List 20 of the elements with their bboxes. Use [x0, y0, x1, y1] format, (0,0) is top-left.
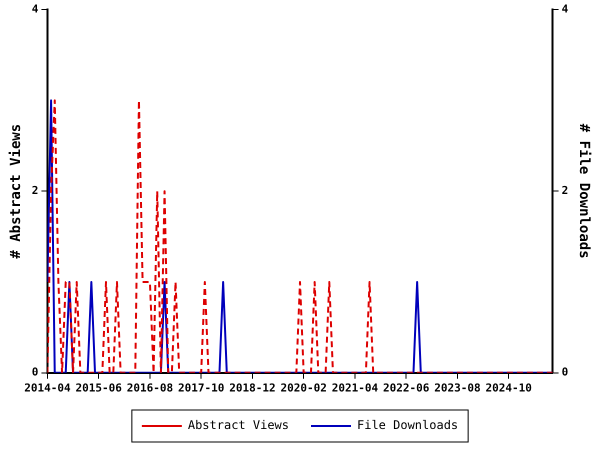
x-tick-label: 2015-06 [75, 381, 122, 394]
x-tick-label: 2021-04 [332, 381, 378, 394]
y-axis-title: # Abstract Views [8, 124, 24, 259]
y-tick-label: 4 [32, 2, 39, 16]
y2-tick-label: 0 [562, 366, 568, 379]
legend-label: File Downloads [357, 418, 458, 432]
x-tick-label: 2020-02 [280, 381, 327, 394]
y2-tick-label: 4 [562, 2, 569, 16]
x-tick-label: 2018-12 [229, 381, 276, 394]
x-tick-label: 2023-08 [434, 381, 481, 394]
y2-tick-label: 2 [562, 184, 568, 198]
x-tick-label: 2022-06 [382, 381, 430, 394]
y-tick-label: 2 [32, 184, 38, 198]
x-tick-label: 2017-10 [178, 381, 224, 394]
legend-label: Abstract Views [188, 418, 290, 432]
x-tick-label: 2016-08 [126, 381, 174, 394]
y-tick-label: 0 [32, 366, 38, 379]
x-tick-label: 2024-10 [485, 381, 532, 394]
y2-axis-title: # File Downloads [576, 124, 592, 259]
x-tick-label: 2014-04 [24, 381, 71, 394]
